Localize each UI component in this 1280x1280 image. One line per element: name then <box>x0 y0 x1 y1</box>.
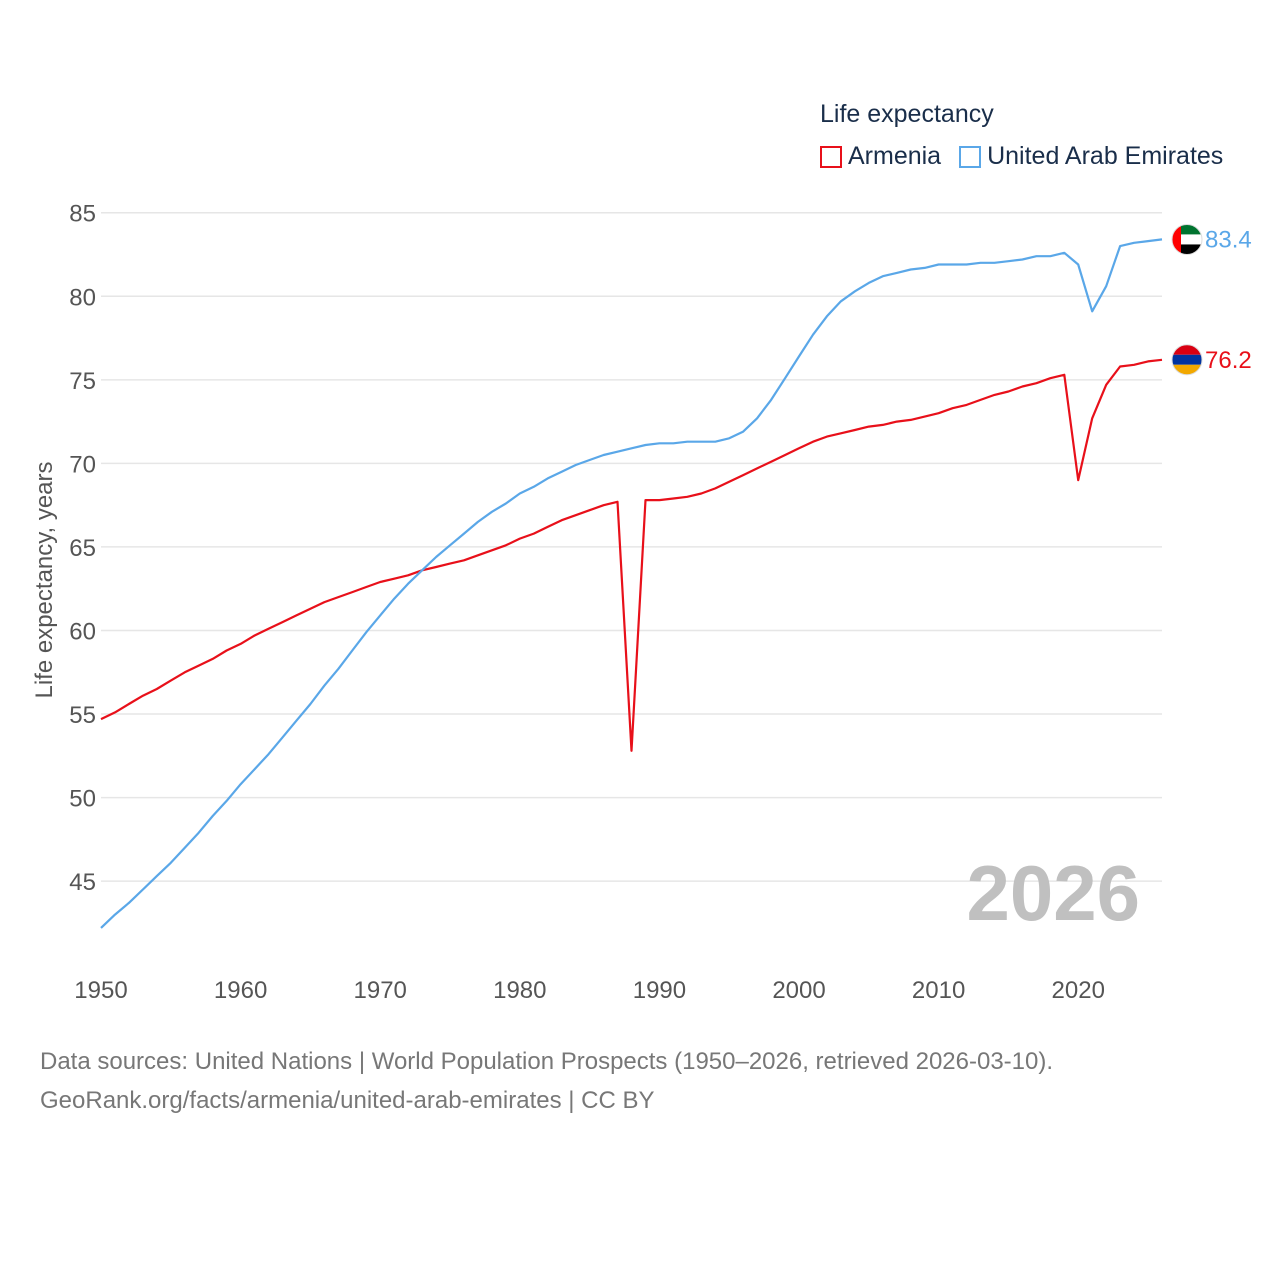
uae-flag <box>1172 224 1202 255</box>
footer: Data sources: United Nations | World Pop… <box>40 1042 1053 1120</box>
x-tick-labels: 1950 1960 1970 1980 1990 2000 2010 2020 <box>74 977 1105 1004</box>
x-tick-1980: 1980 <box>493 977 546 1004</box>
y-tick-60: 60 <box>69 618 96 645</box>
y-tick-50: 50 <box>69 786 96 813</box>
y-tick-85: 85 <box>69 201 96 228</box>
grid-lines <box>101 211 1162 882</box>
legend-swatch-uae <box>959 145 982 168</box>
flag-border-1 <box>1171 223 1203 255</box>
legend-item-uae[interactable]: United Arab Emirates <box>959 142 1223 171</box>
series-end-labels: 76.2 83.4 <box>1171 223 1252 376</box>
x-tick-2020: 2020 <box>1052 977 1105 1004</box>
legend-item-armenia[interactable]: Armenia <box>820 142 941 171</box>
legend-title: Life expectancy <box>820 100 994 128</box>
y-tick-70: 70 <box>69 451 96 478</box>
end-label-uae: 83.4 <box>1205 226 1252 253</box>
data-sources-text: Data sources: United Nations | World Pop… <box>40 1048 1054 1075</box>
series-lines <box>100 238 1163 929</box>
legend-swatch-armenia <box>820 145 842 168</box>
x-tick-2000: 2000 <box>772 977 825 1004</box>
y-tick-55: 55 <box>69 702 96 729</box>
legend-label-armenia: Armenia <box>848 142 942 170</box>
series-line-armenia <box>100 358 1163 752</box>
legend: Armenia United Arab Emirates <box>820 142 1241 171</box>
series-line-uae <box>100 238 1163 929</box>
armenia-flag <box>1172 344 1202 375</box>
y-tick-labels: 45 50 55 60 65 70 75 80 85 <box>69 201 96 896</box>
x-tick-1990: 1990 <box>633 977 686 1004</box>
source-url-text: GeoRank.org/facts/armenia/united-arab-em… <box>40 1087 655 1114</box>
legend-label-uae: United Arab Emirates <box>987 142 1224 170</box>
y-tick-80: 80 <box>69 284 96 311</box>
x-tick-2010: 2010 <box>912 977 965 1004</box>
y-tick-65: 65 <box>69 535 96 562</box>
end-label-armenia: 76.2 <box>1205 347 1252 374</box>
year-label: 2026 <box>966 849 1140 937</box>
x-tick-1950: 1950 <box>74 977 127 1004</box>
y-axis-title: Life expectancy, years <box>31 461 58 698</box>
x-tick-1970: 1970 <box>354 977 407 1004</box>
y-tick-75: 75 <box>69 368 96 395</box>
y-tick-45: 45 <box>69 869 96 896</box>
x-tick-1960: 1960 <box>214 977 267 1004</box>
flag-border-0 <box>1171 344 1203 376</box>
